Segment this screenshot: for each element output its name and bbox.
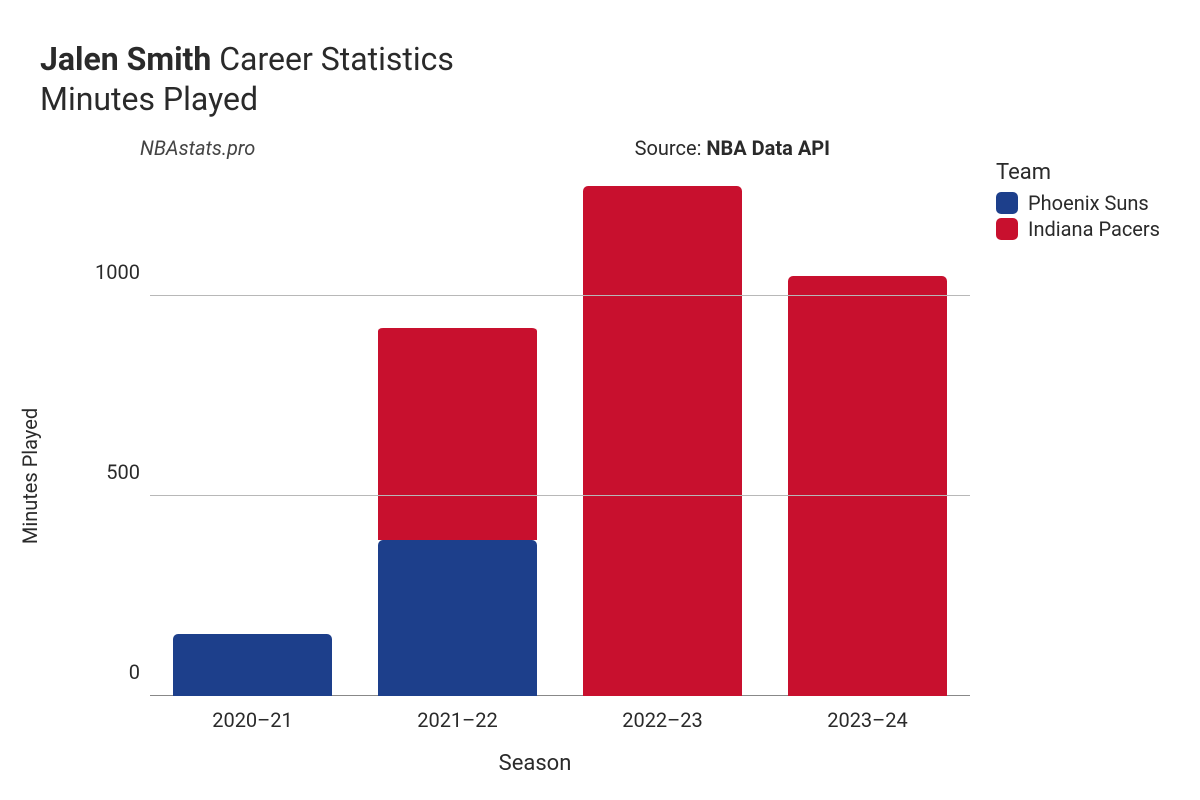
- legend-items: Phoenix SunsIndiana Pacers: [996, 191, 1160, 241]
- bars-layer: [150, 176, 970, 696]
- source-prefix: Source:: [635, 136, 707, 160]
- legend: Team Phoenix SunsIndiana Pacers: [996, 160, 1160, 241]
- bar-slot: [173, 176, 333, 696]
- gridline: [150, 495, 970, 496]
- title-block: Jalen Smith Career Statistics Minutes Pl…: [40, 40, 1160, 118]
- x-tick-label: 2020–21: [212, 696, 293, 732]
- chart-title-line1: Jalen Smith Career Statistics: [40, 40, 1160, 78]
- source-text: Source: NBA Data API: [635, 136, 830, 160]
- y-tick-label: 1000: [95, 260, 150, 284]
- x-tick-label: 2021–22: [417, 696, 498, 732]
- x-tick-label: 2022–23: [622, 696, 703, 732]
- plot-column: 050010002020–212021–222022–232023–24 Sea…: [100, 166, 970, 786]
- bar-slot: [378, 176, 538, 696]
- legend-swatch: [996, 218, 1018, 240]
- source-name: NBA Data API: [706, 136, 830, 160]
- bar-segment: [788, 276, 948, 696]
- watermark-text: NBAstats.pro: [140, 136, 255, 160]
- subheader: NBAstats.pro Source: NBA Data API: [40, 136, 1160, 166]
- title-suffix: Career Statistics: [211, 40, 454, 78]
- y-axis-label: Minutes Played: [18, 408, 42, 544]
- legend-swatch: [996, 192, 1018, 214]
- title-player-name: Jalen Smith: [40, 40, 211, 78]
- bar-segment: [378, 540, 538, 696]
- bar-segment: [378, 326, 538, 540]
- bar-segment: [583, 186, 743, 696]
- legend-item: Phoenix Suns: [996, 191, 1160, 215]
- bar-slot: [583, 176, 743, 696]
- chart-title-line2: Minutes Played: [40, 80, 1160, 118]
- bar-segment: [173, 634, 333, 696]
- legend-title: Team: [996, 160, 1160, 185]
- bar-slot: [788, 176, 948, 696]
- gridline: [150, 295, 970, 296]
- chart-container: Jalen Smith Career Statistics Minutes Pl…: [0, 0, 1200, 800]
- y-tick-label: 0: [129, 660, 150, 684]
- x-tick-label: 2023–24: [827, 696, 908, 732]
- legend-item: Indiana Pacers: [996, 217, 1160, 241]
- chart-area: Minutes Played 050010002020–212021–22202…: [40, 166, 1160, 786]
- legend-label: Indiana Pacers: [1028, 217, 1160, 241]
- x-axis-label: Season: [499, 751, 572, 776]
- y-tick-label: 500: [106, 460, 150, 484]
- plot-area: 050010002020–212021–222022–232023–24: [150, 176, 970, 696]
- legend-label: Phoenix Suns: [1028, 191, 1149, 215]
